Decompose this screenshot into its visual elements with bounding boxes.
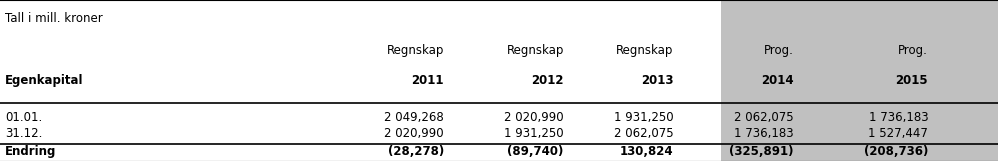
- Text: Tall i mill. kroner: Tall i mill. kroner: [5, 13, 103, 25]
- Text: 2 020,990: 2 020,990: [384, 127, 444, 140]
- Text: 2 062,075: 2 062,075: [734, 111, 793, 124]
- Text: 2 049,268: 2 049,268: [384, 111, 444, 124]
- Text: Prog.: Prog.: [898, 44, 928, 57]
- Text: Prog.: Prog.: [763, 44, 793, 57]
- Text: 130,824: 130,824: [620, 145, 674, 158]
- Text: 1 931,250: 1 931,250: [614, 111, 674, 124]
- Text: 31.12.: 31.12.: [5, 127, 42, 140]
- Text: 2011: 2011: [411, 74, 444, 87]
- Text: 2014: 2014: [760, 74, 793, 87]
- Bar: [721, 0, 998, 161]
- Text: 01.01.: 01.01.: [5, 111, 42, 124]
- Text: 2013: 2013: [641, 74, 674, 87]
- Text: Regnskap: Regnskap: [617, 44, 674, 57]
- Text: 1 736,183: 1 736,183: [734, 127, 793, 140]
- Text: Endring: Endring: [5, 145, 56, 158]
- Text: 2012: 2012: [531, 74, 564, 87]
- Text: 2015: 2015: [895, 74, 928, 87]
- Text: (208,736): (208,736): [863, 145, 928, 158]
- Text: 1 931,250: 1 931,250: [504, 127, 564, 140]
- Text: (89,740): (89,740): [508, 145, 564, 158]
- Text: Egenkapital: Egenkapital: [5, 74, 84, 87]
- Text: 2 020,990: 2 020,990: [504, 111, 564, 124]
- Text: Regnskap: Regnskap: [387, 44, 444, 57]
- Text: 1 736,183: 1 736,183: [868, 111, 928, 124]
- Text: 1 527,447: 1 527,447: [868, 127, 928, 140]
- Text: Regnskap: Regnskap: [507, 44, 564, 57]
- Text: (28,278): (28,278): [388, 145, 444, 158]
- Text: (325,891): (325,891): [729, 145, 793, 158]
- Text: 2 062,075: 2 062,075: [614, 127, 674, 140]
